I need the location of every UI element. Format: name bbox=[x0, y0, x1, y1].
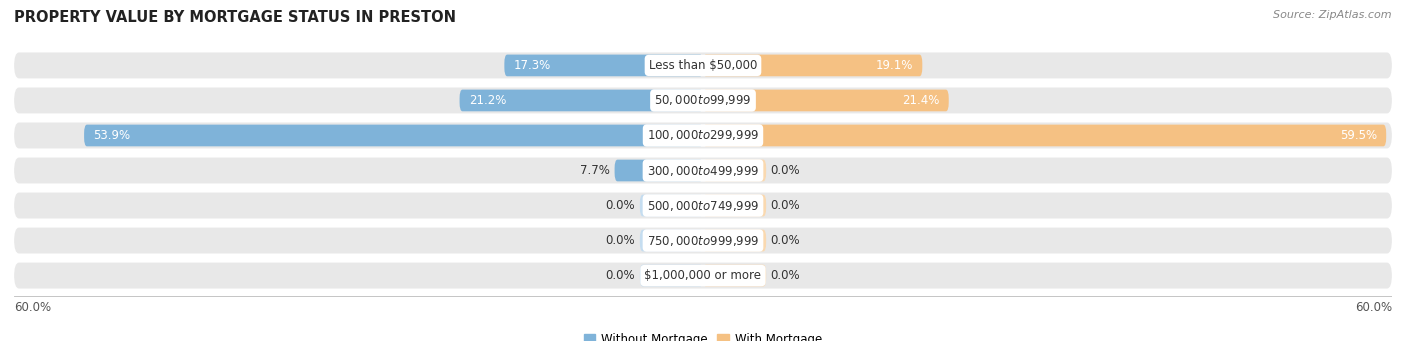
FancyBboxPatch shape bbox=[703, 55, 922, 76]
Text: Source: ZipAtlas.com: Source: ZipAtlas.com bbox=[1274, 10, 1392, 20]
FancyBboxPatch shape bbox=[14, 122, 1392, 148]
Text: $500,000 to $749,999: $500,000 to $749,999 bbox=[647, 198, 759, 212]
Text: $1,000,000 or more: $1,000,000 or more bbox=[644, 269, 762, 282]
FancyBboxPatch shape bbox=[14, 227, 1392, 253]
FancyBboxPatch shape bbox=[505, 55, 703, 76]
FancyBboxPatch shape bbox=[640, 230, 703, 251]
FancyBboxPatch shape bbox=[14, 53, 1392, 78]
Text: 0.0%: 0.0% bbox=[770, 269, 800, 282]
Text: 0.0%: 0.0% bbox=[606, 234, 636, 247]
FancyBboxPatch shape bbox=[14, 193, 1392, 219]
Text: 21.4%: 21.4% bbox=[903, 94, 939, 107]
FancyBboxPatch shape bbox=[614, 160, 703, 181]
Text: 17.3%: 17.3% bbox=[513, 59, 551, 72]
FancyBboxPatch shape bbox=[703, 195, 766, 217]
Text: 59.5%: 59.5% bbox=[1340, 129, 1376, 142]
Text: Less than $50,000: Less than $50,000 bbox=[648, 59, 758, 72]
Text: $300,000 to $499,999: $300,000 to $499,999 bbox=[647, 163, 759, 178]
FancyBboxPatch shape bbox=[703, 230, 766, 251]
Text: 7.7%: 7.7% bbox=[581, 164, 610, 177]
FancyBboxPatch shape bbox=[14, 88, 1392, 114]
Text: 0.0%: 0.0% bbox=[770, 234, 800, 247]
Legend: Without Mortgage, With Mortgage: Without Mortgage, With Mortgage bbox=[579, 329, 827, 341]
Text: 0.0%: 0.0% bbox=[770, 199, 800, 212]
Text: 53.9%: 53.9% bbox=[93, 129, 131, 142]
Text: $750,000 to $999,999: $750,000 to $999,999 bbox=[647, 234, 759, 248]
FancyBboxPatch shape bbox=[640, 265, 703, 286]
FancyBboxPatch shape bbox=[640, 195, 703, 217]
Text: 21.2%: 21.2% bbox=[468, 94, 506, 107]
Text: PROPERTY VALUE BY MORTGAGE STATUS IN PRESTON: PROPERTY VALUE BY MORTGAGE STATUS IN PRE… bbox=[14, 10, 456, 25]
FancyBboxPatch shape bbox=[14, 158, 1392, 183]
Text: 0.0%: 0.0% bbox=[770, 164, 800, 177]
Text: 60.0%: 60.0% bbox=[14, 301, 51, 314]
FancyBboxPatch shape bbox=[703, 90, 949, 111]
Text: 19.1%: 19.1% bbox=[876, 59, 912, 72]
FancyBboxPatch shape bbox=[84, 124, 703, 146]
Text: $50,000 to $99,999: $50,000 to $99,999 bbox=[654, 93, 752, 107]
Text: 60.0%: 60.0% bbox=[1355, 301, 1392, 314]
Text: 0.0%: 0.0% bbox=[606, 269, 636, 282]
Text: 0.0%: 0.0% bbox=[606, 199, 636, 212]
FancyBboxPatch shape bbox=[703, 124, 1386, 146]
FancyBboxPatch shape bbox=[703, 160, 766, 181]
FancyBboxPatch shape bbox=[703, 265, 766, 286]
FancyBboxPatch shape bbox=[460, 90, 703, 111]
Text: $100,000 to $299,999: $100,000 to $299,999 bbox=[647, 129, 759, 143]
FancyBboxPatch shape bbox=[14, 263, 1392, 288]
